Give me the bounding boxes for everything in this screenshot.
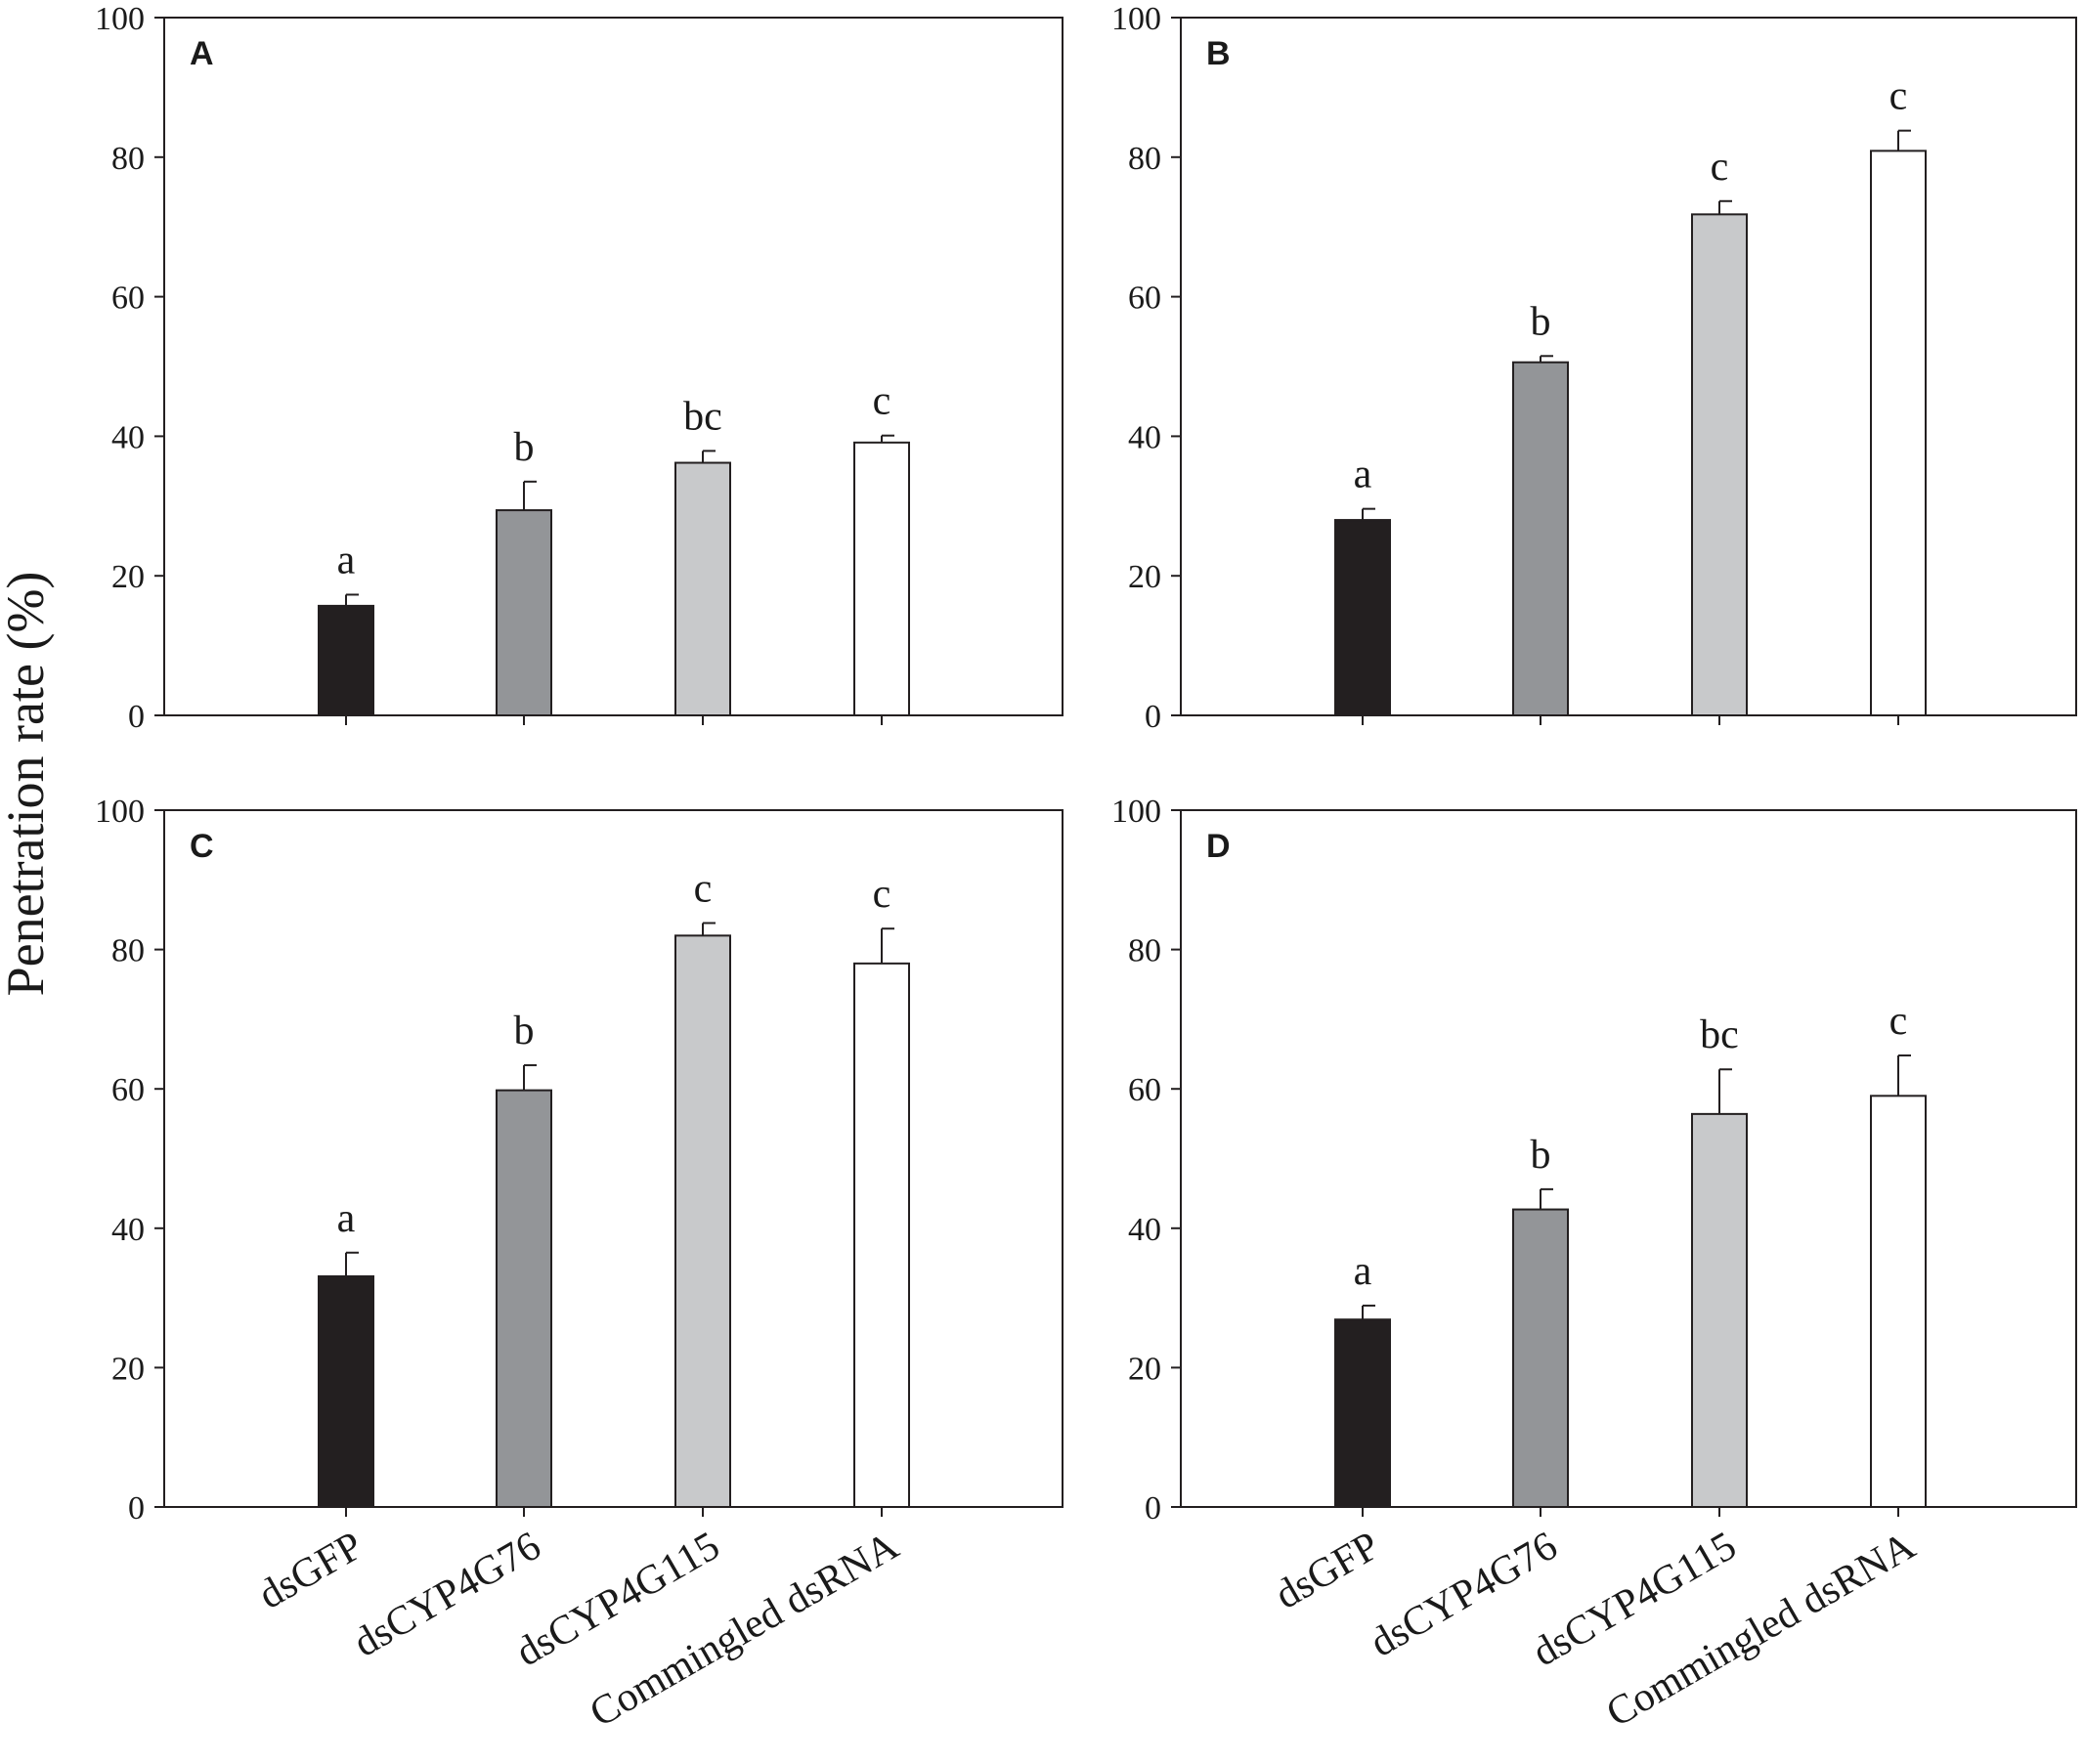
panel-a-ytick-label-0: 0 [128, 699, 145, 735]
panel-c-bar-commingled-dsrna [853, 962, 910, 1508]
panel-c-ytick-label-40: 40 [111, 1212, 145, 1248]
panel-d-ytick-label-40: 40 [1128, 1212, 1161, 1248]
panel-c-letter: C [190, 828, 214, 865]
panel-b-sig-letter-dsgfp: a [1354, 452, 1372, 497]
panel-a: 0 20 40 60 80 100 Aa b bc c [95, 1, 1064, 735]
panel-b-ytick-label-80: 80 [1128, 141, 1161, 177]
panel-d-letter: D [1206, 828, 1231, 865]
panel-d-sig-letter-dscyp4g76: b [1531, 1133, 1551, 1178]
panel-a-sig-letter-dsgfp: a [337, 538, 356, 582]
panel-d-ytick-label-20: 20 [1128, 1351, 1161, 1387]
panel-d-ytick-label-80: 80 [1128, 933, 1161, 969]
panel-d-ytick-label-100: 100 [1111, 794, 1161, 830]
panel-d-ytick-label-0: 0 [1145, 1490, 1161, 1527]
panel-c-frame [163, 809, 1064, 1508]
x-label-dsgfp: dsGFP [1268, 1524, 1387, 1618]
panel-b-frame [1180, 17, 2077, 716]
panel-d-sig-letter-dsgfp: a [1354, 1249, 1372, 1294]
panel-c-bar-dscyp4g76 [496, 1089, 552, 1508]
panel-d-ytick-label-60: 60 [1128, 1072, 1161, 1108]
panel-c-sig-letter-commingled-dsrna: c [873, 872, 891, 917]
panel-b-letter: B [1206, 35, 1231, 72]
panel-b-bar-commingled-dsrna [1870, 150, 1927, 716]
panel-b-bar-dscyp4g115 [1691, 213, 1748, 716]
panel-a-sig-letter-dscyp4g115: bc [683, 394, 722, 439]
panel-c-ytick-label-60: 60 [111, 1072, 145, 1108]
panel-c-sig-letter-dscyp4g76: b [514, 1009, 535, 1054]
panel-c-ytick-label-80: 80 [111, 933, 145, 969]
panel-c-ytick-label-20: 20 [111, 1351, 145, 1387]
panel-d-bar-commingled-dsrna [1870, 1095, 1927, 1508]
panel-a-sig-letter-dscyp4g76: b [514, 425, 535, 470]
panel-b-ytick-label-40: 40 [1128, 419, 1161, 455]
panel-b-ytick-label-100: 100 [1111, 1, 1161, 37]
panel-a-bar-dscyp4g115 [674, 461, 731, 716]
panel-a-letter: A [190, 35, 214, 72]
y-axis-title: Penetration rate (%) [0, 572, 55, 997]
panel-b-bar-dsgfp [1334, 519, 1391, 717]
panel-a-ytick-label-40: 40 [111, 419, 145, 455]
panel-b-bar-dscyp4g76 [1512, 361, 1569, 716]
panel-a-bar-dscyp4g76 [496, 509, 552, 716]
panel-d-sig-letter-dscyp4g115: bc [1700, 1012, 1739, 1057]
x-label-commingled-dsrna: Commingled dsRNA [1599, 1523, 1924, 1736]
panel-d: 0 20 40 60 80 100 Da b bc c [1111, 794, 2077, 1527]
panel-a-ytick-label-100: 100 [95, 1, 145, 37]
panel-c: 0 20 40 60 80 100 Ca b c c [95, 794, 1064, 1527]
panel-c-ytick-label-100: 100 [95, 794, 145, 830]
panel-a-ytick-label-20: 20 [111, 559, 145, 595]
panel-c-sig-letter-dscyp4g115: c [694, 867, 713, 912]
panel-c-sig-letter-dsgfp: a [337, 1196, 356, 1241]
panel-b-ytick-label-0: 0 [1145, 699, 1161, 735]
x-label-dsgfp: dsGFP [251, 1524, 370, 1618]
x-label-commingled-dsrna: Commingled dsRNA [583, 1523, 907, 1736]
panel-a-sig-letter-commingled-dsrna: c [873, 379, 891, 424]
panel-c-ytick-label-0: 0 [128, 1490, 145, 1527]
panel-a-ytick-label-60: 60 [111, 280, 145, 317]
panel-b-sig-letter-commingled-dsrna: c [1889, 74, 1908, 119]
panel-d-sig-letter-commingled-dsrna: c [1889, 999, 1908, 1044]
panel-a-bar-dsgfp [318, 604, 374, 716]
panel-d-bar-dscyp4g76 [1512, 1208, 1569, 1508]
panel-b-sig-letter-dscyp4g115: c [1711, 145, 1729, 190]
panel-b-ytick-label-60: 60 [1128, 280, 1161, 317]
panel-a-frame [163, 17, 1064, 716]
panel-b-ytick-label-20: 20 [1128, 559, 1161, 595]
panel-c-bar-dsgfp [318, 1274, 374, 1508]
panel-b-sig-letter-dscyp4g76: b [1531, 299, 1551, 344]
panel-a-ytick-label-80: 80 [111, 141, 145, 177]
panel-d-bar-dsgfp [1334, 1318, 1391, 1508]
panel-d-frame [1180, 809, 2077, 1508]
panel-a-bar-commingled-dsrna [853, 441, 910, 716]
panel-b: 0 20 40 60 80 100 Ba b c c [1111, 1, 2077, 735]
panel-c-bar-dscyp4g115 [674, 934, 731, 1508]
panel-d-bar-dscyp4g115 [1691, 1112, 1748, 1509]
